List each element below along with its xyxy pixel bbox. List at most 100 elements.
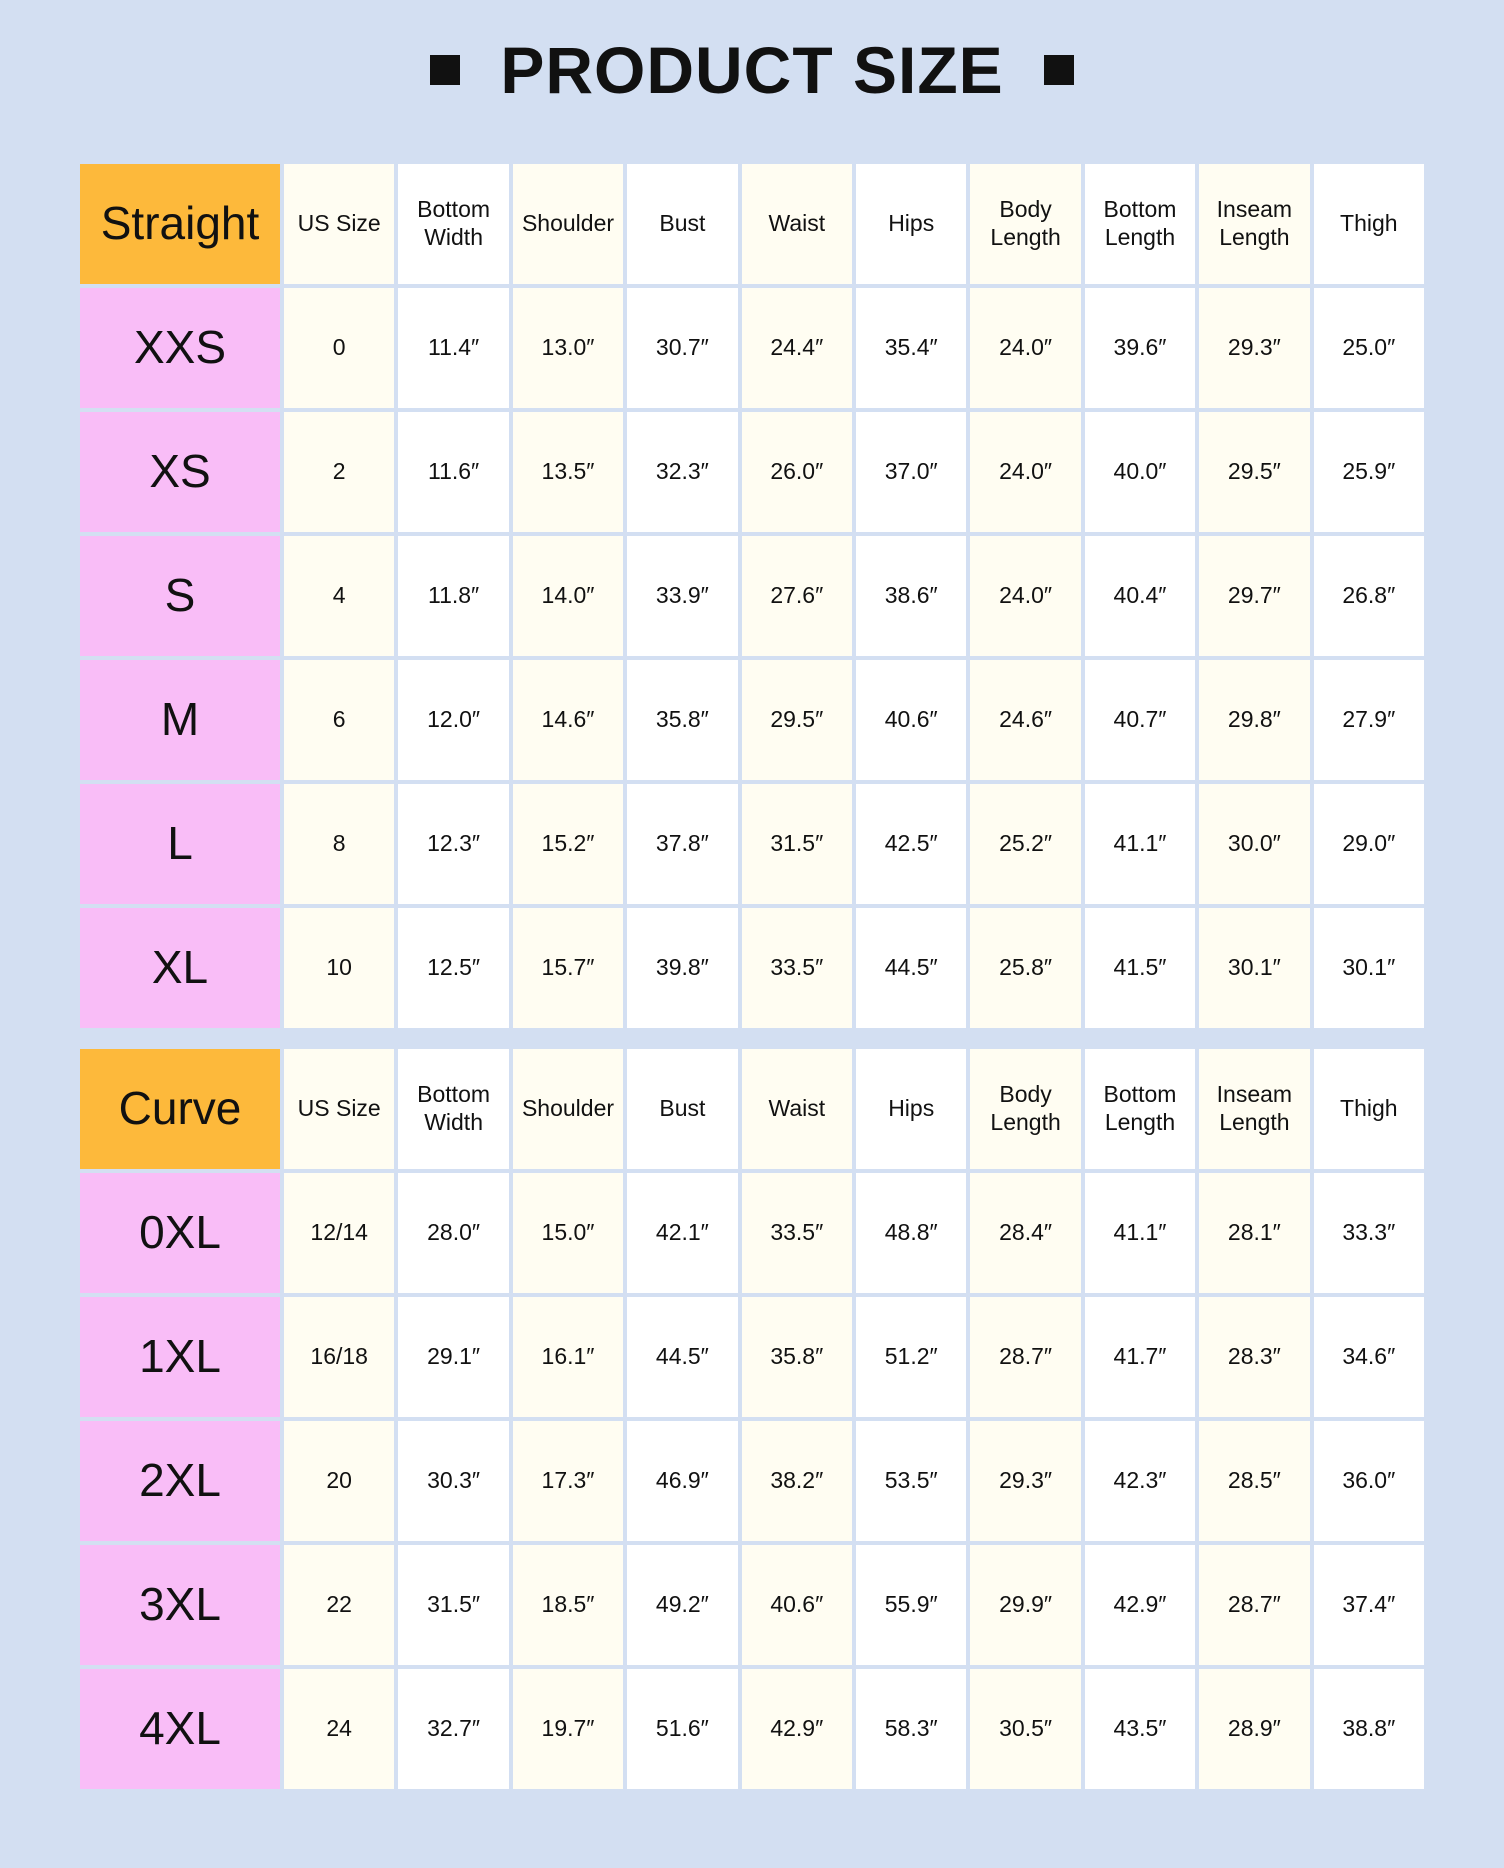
table-cell: 11.4″	[398, 288, 509, 408]
table-cell: 40.6″	[856, 660, 967, 780]
size-label: XL	[80, 908, 280, 1028]
table-cell: 44.5″	[856, 908, 967, 1028]
table-cell: 28.3″	[1199, 1297, 1310, 1417]
column-header: Thigh	[1313, 1049, 1424, 1169]
column-header: Hips	[856, 164, 967, 284]
table-cell: 53.5″	[856, 1421, 967, 1541]
table-cell: 28.4″	[970, 1173, 1081, 1293]
column-header: Hips	[856, 1049, 967, 1169]
table-cell: 51.2″	[856, 1297, 967, 1417]
table-cell: 35.4″	[856, 288, 967, 408]
table-cell: 42.9″	[1084, 1545, 1196, 1665]
table-cell: 28.5″	[1199, 1421, 1310, 1541]
column-header: Shoulder	[512, 164, 624, 284]
table-cell: 33.5″	[741, 1173, 852, 1293]
table-cell: 13.0″	[512, 288, 624, 408]
table-cell: 55.9″	[856, 1545, 967, 1665]
table-cell: 31.5″	[741, 784, 852, 904]
table-cell: 25.2″	[970, 784, 1081, 904]
table-cell: 30.5″	[970, 1669, 1081, 1789]
size-label: M	[80, 660, 280, 780]
page-title: PRODUCT SIZE	[0, 30, 1504, 110]
table-cell: 29.5″	[1199, 412, 1310, 532]
column-header: Bottom Width	[398, 164, 509, 284]
table-cell: 24.0″	[970, 536, 1081, 656]
table-cell: 40.0″	[1084, 412, 1196, 532]
column-header: Bust	[627, 164, 738, 284]
square-bullet-icon	[430, 55, 461, 85]
table-cell: 28.0″	[398, 1173, 509, 1293]
table-cell: 13.5″	[512, 412, 624, 532]
column-header: Inseam Length	[1199, 1049, 1310, 1169]
table-cell: 43.5″	[1084, 1669, 1196, 1789]
table-cell: 26.0″	[741, 412, 852, 532]
size-label: XS	[80, 412, 280, 532]
table-cell: 27.9″	[1313, 660, 1424, 780]
table-cell: 29.1″	[398, 1297, 509, 1417]
table-cell: 46.9″	[627, 1421, 738, 1541]
table-cell: 58.3″	[856, 1669, 967, 1789]
table-cell: 12.0″	[398, 660, 509, 780]
table-cell: 41.5″	[1084, 908, 1196, 1028]
table-cell: 35.8″	[741, 1297, 852, 1417]
table-cell: 32.3″	[627, 412, 738, 532]
table-cell: 28.9″	[1199, 1669, 1310, 1789]
table-cell: 40.4″	[1084, 536, 1196, 656]
table-cell: 51.6″	[627, 1669, 738, 1789]
table-cell: 39.8″	[627, 908, 738, 1028]
table-cell: 29.3″	[970, 1421, 1081, 1541]
table-cell: 0	[284, 288, 395, 408]
table-cell: 44.5″	[627, 1297, 738, 1417]
table-cell: 25.8″	[970, 908, 1081, 1028]
table-cell: 2	[284, 412, 395, 532]
table-cell: 25.9″	[1313, 412, 1424, 532]
table-cell: 41.1″	[1084, 784, 1196, 904]
column-header: Shoulder	[512, 1049, 624, 1169]
table-cell: 25.0″	[1313, 288, 1424, 408]
table-cell: 6	[284, 660, 395, 780]
size-label: 2XL	[80, 1421, 280, 1541]
table-cell: 14.0″	[512, 536, 624, 656]
table-cell: 33.9″	[627, 536, 738, 656]
table-cell: 12.3″	[398, 784, 509, 904]
table-cell: 14.6″	[512, 660, 624, 780]
table-cell: 40.7″	[1084, 660, 1196, 780]
table-cell: 24.0″	[970, 288, 1081, 408]
table-cell: 37.4″	[1313, 1545, 1424, 1665]
table-cell: 32.7″	[398, 1669, 509, 1789]
size-label: 1XL	[80, 1297, 280, 1417]
square-bullet-icon	[1043, 55, 1074, 85]
column-header: Bottom Length	[1084, 164, 1196, 284]
size-label: 4XL	[80, 1669, 280, 1789]
table-cell: 18.5″	[512, 1545, 624, 1665]
table-cell: 29.9″	[970, 1545, 1081, 1665]
table-cell: 17.3″	[512, 1421, 624, 1541]
table-cell: 30.0″	[1199, 784, 1310, 904]
table-cell: 30.1″	[1199, 908, 1310, 1028]
table-cell: 41.7″	[1084, 1297, 1196, 1417]
table-cell: 48.8″	[856, 1173, 967, 1293]
table-cell: 36.0″	[1313, 1421, 1424, 1541]
column-header: Waist	[741, 1049, 852, 1169]
table-cell: 28.7″	[970, 1297, 1081, 1417]
table-cell: 16.1″	[512, 1297, 624, 1417]
table-cell: 37.0″	[856, 412, 967, 532]
table-cell: 38.2″	[741, 1421, 852, 1541]
table-cell: 29.3″	[1199, 288, 1310, 408]
table-cell: 28.1″	[1199, 1173, 1310, 1293]
table-cell: 31.5″	[398, 1545, 509, 1665]
table-category-label: Straight	[80, 164, 280, 284]
table-cell: 20	[284, 1421, 395, 1541]
table-cell: 19.7″	[512, 1669, 624, 1789]
table-cell: 35.8″	[627, 660, 738, 780]
column-header: Body Length	[970, 164, 1081, 284]
table-cell: 28.7″	[1199, 1545, 1310, 1665]
table-cell: 42.1″	[627, 1173, 738, 1293]
table-cell: 24	[284, 1669, 395, 1789]
table-cell: 33.5″	[741, 908, 852, 1028]
table-cell: 24.4″	[741, 288, 852, 408]
table-cell: 11.8″	[398, 536, 509, 656]
table-cell: 12/14	[284, 1173, 395, 1293]
table-cell: 10	[284, 908, 395, 1028]
table-cell: 33.3″	[1313, 1173, 1424, 1293]
